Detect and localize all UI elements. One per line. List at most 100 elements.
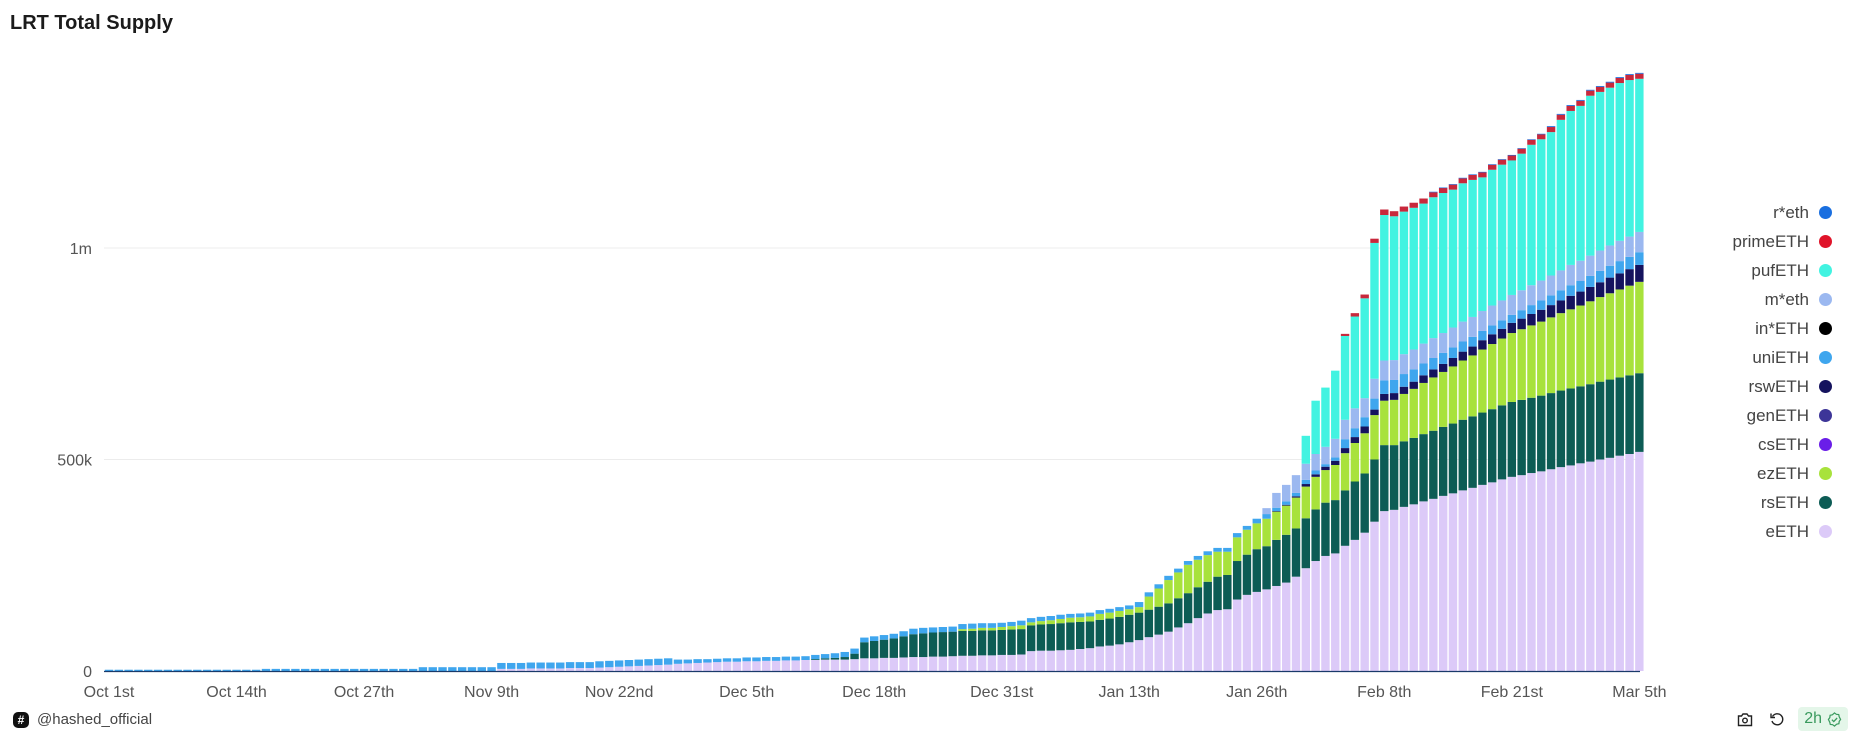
bar-segment-rseth[interactable] bbox=[1036, 624, 1046, 651]
bar-segment-unieth[interactable] bbox=[663, 658, 673, 665]
bar-segment-rseth[interactable] bbox=[1125, 614, 1134, 643]
bar-segment-mstareth[interactable] bbox=[1468, 316, 1477, 337]
bar-segment-unieth[interactable] bbox=[1282, 501, 1291, 505]
bar-segment-unieth[interactable] bbox=[173, 669, 182, 671]
bar-segment-primeeth[interactable] bbox=[1380, 209, 1389, 216]
bar-segment-ezeth[interactable] bbox=[1075, 617, 1085, 622]
bar-segment-unieth[interactable] bbox=[1370, 398, 1379, 410]
bar-segment-unieth[interactable] bbox=[1537, 300, 1546, 310]
bar-segment-eeth[interactable] bbox=[1007, 654, 1016, 671]
legend-item[interactable]: primeETH bbox=[1732, 227, 1832, 256]
bar-segment-ezeth[interactable] bbox=[1017, 625, 1026, 630]
legend-item[interactable]: genETH bbox=[1732, 401, 1832, 430]
bar-segment-rsweth[interactable] bbox=[1448, 357, 1458, 367]
bar-segment-eeth[interactable] bbox=[605, 667, 614, 671]
bar-segment-eeth[interactable] bbox=[801, 660, 810, 671]
bar-segment-eeth[interactable] bbox=[1193, 618, 1203, 671]
bar-segment-mstareth[interactable] bbox=[1272, 492, 1281, 508]
bar-segment-pufeth[interactable] bbox=[1380, 215, 1389, 361]
bar-segment-eeth[interactable] bbox=[1448, 493, 1458, 671]
bar-segment-eeth[interactable] bbox=[1360, 532, 1369, 671]
author-handle[interactable]: @hashed_official bbox=[37, 711, 153, 728]
bar-segment-eeth[interactable] bbox=[919, 657, 928, 671]
bar-segment-ezeth[interactable] bbox=[1291, 497, 1301, 529]
bar-segment-rsweth[interactable] bbox=[1497, 328, 1507, 339]
bar-segment-rseth[interactable] bbox=[997, 629, 1006, 655]
bar-segment-ezeth[interactable] bbox=[1478, 349, 1487, 413]
bar-segment-ezeth[interactable] bbox=[1517, 329, 1526, 400]
bar-segment-unieth[interactable] bbox=[1242, 525, 1252, 530]
bar-segment-eeth[interactable] bbox=[742, 661, 751, 671]
bar-segment-primeeth[interactable] bbox=[1625, 74, 1634, 81]
bar-segment-unieth[interactable] bbox=[212, 669, 222, 671]
bar-segment-ezeth[interactable] bbox=[1134, 607, 1144, 613]
bar-segment-rseth[interactable] bbox=[1291, 528, 1301, 577]
bar-segment-mstareth[interactable] bbox=[1429, 338, 1438, 358]
bar-segment-eeth[interactable] bbox=[879, 657, 889, 671]
camera-icon[interactable] bbox=[1734, 708, 1756, 730]
bar-segment-eeth[interactable] bbox=[1635, 451, 1644, 671]
bar-segment-unieth[interactable] bbox=[585, 662, 594, 669]
bar-segment-eeth[interactable] bbox=[840, 659, 849, 671]
bar-segment-unieth[interactable] bbox=[291, 668, 300, 671]
bar-segment-ezeth[interactable] bbox=[1488, 344, 1497, 410]
bar-segment-pufeth[interactable] bbox=[1438, 193, 1448, 334]
bar-segment-primeeth[interactable] bbox=[1605, 82, 1615, 88]
bar-segment-rseth[interactable] bbox=[869, 640, 879, 659]
bar-segment-primeeth[interactable] bbox=[1517, 148, 1526, 154]
bar-segment-rseth[interactable] bbox=[1075, 621, 1085, 650]
bar-segment-unieth[interactable] bbox=[703, 659, 712, 663]
bar-segment-rseth[interactable] bbox=[1546, 393, 1556, 470]
bar-segment-unieth[interactable] bbox=[536, 662, 545, 669]
bar-segment-rsweth[interactable] bbox=[1438, 363, 1448, 372]
bar-segment-rstareth[interactable] bbox=[1468, 174, 1477, 175]
bar-segment-rseth[interactable] bbox=[1007, 629, 1016, 655]
bar-segment-pufeth[interactable] bbox=[1311, 400, 1320, 455]
bar-segment-pufeth[interactable] bbox=[1566, 110, 1575, 265]
bar-segment-rseth[interactable] bbox=[1399, 441, 1409, 507]
bar-segment-ezeth[interactable] bbox=[1586, 301, 1595, 385]
bar-segment-rstareth[interactable] bbox=[1527, 139, 1536, 140]
bar-segment-unieth[interactable] bbox=[1360, 417, 1369, 427]
bar-segment-rseth[interactable] bbox=[1154, 606, 1163, 635]
bar-segment-eeth[interactable] bbox=[1085, 648, 1095, 671]
bar-segment-unieth[interactable] bbox=[1154, 584, 1163, 589]
bar-segment-rseth[interactable] bbox=[1282, 534, 1291, 583]
bar-segment-ezeth[interactable] bbox=[1223, 551, 1232, 575]
bar-segment-primeeth[interactable] bbox=[1458, 178, 1467, 184]
bar-segment-eeth[interactable] bbox=[663, 664, 673, 671]
bar-segment-rseth[interactable] bbox=[909, 634, 918, 658]
bar-segment-ezeth[interactable] bbox=[1164, 580, 1173, 604]
bar-segment-ezeth[interactable] bbox=[997, 627, 1006, 630]
bar-segment-unieth[interactable] bbox=[722, 658, 732, 662]
bar-segment-unieth[interactable] bbox=[575, 662, 585, 669]
bar-segment-rsweth[interactable] bbox=[1566, 295, 1575, 310]
bar-segment-ezeth[interactable] bbox=[958, 629, 967, 631]
bar-segment-unieth[interactable] bbox=[713, 658, 722, 663]
bar-segment-rseth[interactable] bbox=[1223, 574, 1232, 610]
bar-segment-unieth[interactable] bbox=[1488, 325, 1497, 335]
bar-segment-rseth[interactable] bbox=[1586, 384, 1595, 462]
bar-segment-primeeth[interactable] bbox=[1566, 105, 1575, 111]
bar-segment-primeeth[interactable] bbox=[1429, 192, 1438, 198]
bar-segment-eeth[interactable] bbox=[1438, 495, 1448, 671]
bar-segment-eeth[interactable] bbox=[1546, 469, 1556, 671]
bar-segment-unieth[interactable] bbox=[497, 662, 506, 669]
bar-segment-eeth[interactable] bbox=[1242, 594, 1252, 671]
bar-segment-unieth[interactable] bbox=[771, 657, 781, 661]
bar-segment-unieth[interactable] bbox=[193, 669, 202, 671]
bar-segment-unieth[interactable] bbox=[1595, 270, 1605, 283]
bar-segment-rseth[interactable] bbox=[1419, 434, 1428, 502]
bar-segment-rsweth[interactable] bbox=[1546, 305, 1556, 318]
bar-segment-ezeth[interactable] bbox=[1429, 377, 1438, 431]
bar-segment-eeth[interactable] bbox=[1488, 482, 1497, 671]
bar-segment-ezeth[interactable] bbox=[1262, 518, 1271, 547]
bar-segment-eeth[interactable] bbox=[1282, 582, 1291, 671]
bar-segment-ezeth[interactable] bbox=[1419, 382, 1428, 435]
bar-segment-primeeth[interactable] bbox=[1478, 172, 1487, 178]
bar-segment-ezeth[interactable] bbox=[1193, 559, 1203, 588]
bar-segment-mstareth[interactable] bbox=[1301, 463, 1311, 480]
bar-segment-ezeth[interactable] bbox=[1095, 613, 1105, 620]
bar-segment-unieth[interactable] bbox=[1017, 620, 1026, 626]
bar-segment-mstareth[interactable] bbox=[1458, 321, 1467, 342]
